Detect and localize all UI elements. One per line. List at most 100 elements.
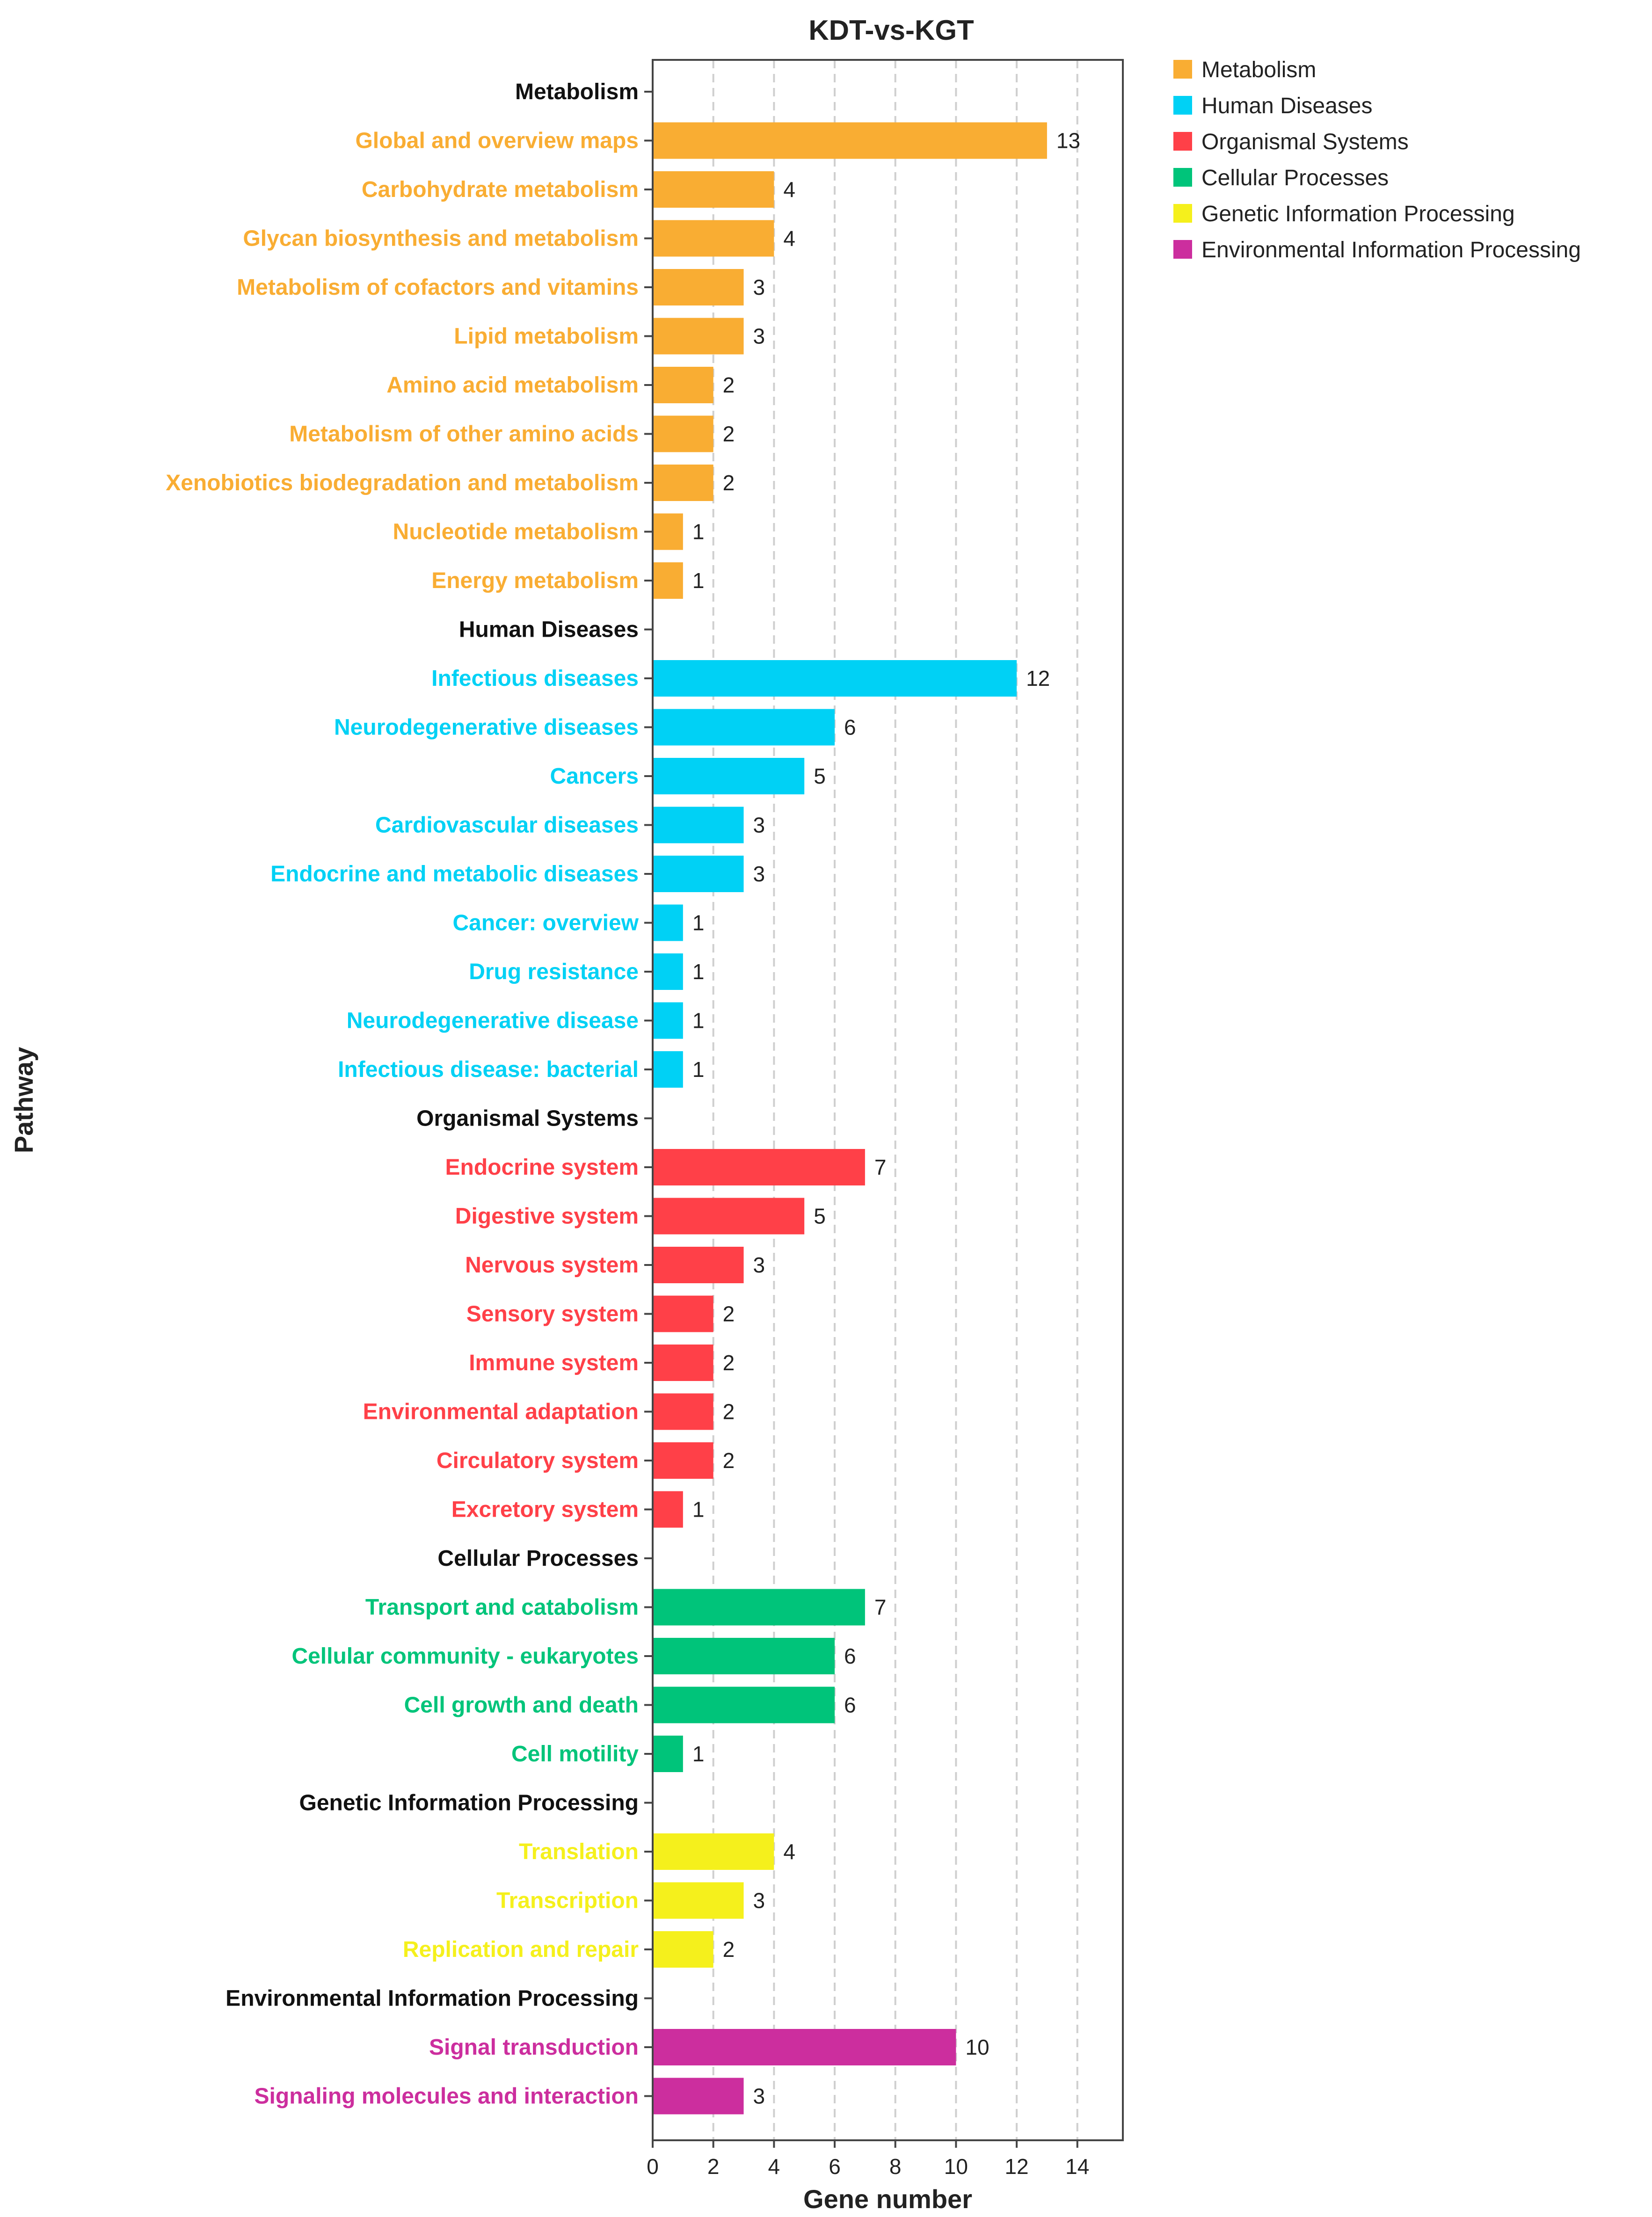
x-tick-label: 2 [707, 2154, 720, 2179]
pathway-label: Cardiovascular diseases [375, 813, 639, 838]
bar [653, 1247, 744, 1283]
pathway-label: Immune system [469, 1351, 639, 1375]
bar-value-label: 2 [723, 422, 735, 446]
bar-value-label: 1 [692, 520, 705, 544]
pathway-label: Global and overview maps [355, 129, 639, 153]
bar-value-label: 1 [692, 959, 705, 984]
pathway-label: Circulatory system [437, 1448, 639, 1473]
bar-value-label: 13 [1056, 129, 1080, 153]
bar [653, 513, 683, 550]
bar [653, 1149, 865, 1185]
pathway-label: Signal transduction [429, 2035, 639, 2060]
bar [653, 660, 1017, 697]
bar-value-label: 2 [723, 1400, 735, 1424]
x-tick-label: 4 [768, 2154, 780, 2179]
bar [653, 1345, 713, 1381]
bar-value-label: 3 [753, 862, 765, 886]
x-tick-label: 6 [829, 2154, 841, 2179]
bar-value-label: 1 [692, 568, 705, 593]
pathway-label: Lipid metabolism [454, 324, 639, 349]
bar [653, 220, 774, 257]
bar [653, 1931, 713, 1968]
bar [653, 562, 683, 599]
chart-title: KDT-vs-KGT [808, 15, 974, 46]
bar-value-label: 2 [723, 471, 735, 495]
pathway-label: Drug resistance [469, 959, 639, 984]
pathway-label: Digestive system [455, 1204, 639, 1229]
pathway-label: Endocrine system [445, 1155, 639, 1180]
pathway-label: Translation [519, 1839, 639, 1864]
pathway-label: Excretory system [451, 1497, 639, 1522]
bar [653, 318, 744, 355]
group-heading: Metabolism [515, 80, 639, 104]
x-tick-label: 10 [944, 2154, 968, 2179]
bar [653, 465, 713, 501]
bar-value-label: 3 [753, 324, 765, 349]
pathway-label: Infectious disease: bacterial [338, 1057, 639, 1082]
bar [653, 807, 744, 843]
y-axis-labels: Metabolism Global and overview maps Carboh… [166, 80, 653, 2109]
legend-swatch [1173, 240, 1192, 259]
bar [653, 1686, 835, 1723]
bar-value-label: 1 [692, 1057, 705, 1082]
bar-value-label: 2 [723, 1448, 735, 1473]
bar-value-label: 3 [753, 2084, 765, 2108]
x-axis: 0 2 4 6 8 10 12 14 [647, 2140, 1089, 2179]
pathway-label: Cellular community - eukaryotes [291, 1644, 639, 1669]
plot-frame [652, 59, 1124, 2141]
group-heading: Human Diseases [459, 618, 639, 642]
grid-lines [712, 60, 1078, 2140]
pathway-label: Carbohydrate metabolism [362, 177, 639, 202]
bar [653, 1442, 713, 1479]
bar [653, 1736, 683, 1772]
bar [653, 171, 774, 208]
x-tick-label: 14 [1065, 2154, 1089, 2179]
bar [653, 2029, 956, 2065]
pathway-label: Metabolism of cofactors and vitamins [237, 275, 639, 300]
pathway-label: Nucleotide metabolism [393, 520, 639, 545]
x-tick-label: 8 [889, 2154, 902, 2179]
pathway-label: Environmental adaptation [363, 1400, 639, 1425]
pathway-label: Cancers [550, 764, 639, 789]
group-heading: Genetic Information Processing [299, 1791, 639, 1816]
bar [653, 122, 1047, 159]
pathway-label: Transcription [496, 1889, 639, 1913]
pathway-label: Cell growth and death [404, 1693, 639, 1718]
bar [653, 1051, 683, 1088]
bar [653, 1393, 713, 1430]
bar-value-label: 2 [723, 1302, 735, 1326]
group-heading: Organismal Systems [416, 1106, 639, 1131]
pathway-label: Endocrine and metabolic diseases [270, 862, 639, 887]
bar-value-label: 7 [874, 1155, 887, 1179]
bar-value-label: 5 [814, 1204, 826, 1228]
bar-value-label: 6 [844, 715, 856, 740]
pathway-label: Cell motility [511, 1742, 639, 1766]
bar [653, 2078, 744, 2115]
bar [653, 856, 744, 892]
bar-value-label: 4 [783, 226, 795, 251]
pathway-label: Nervous system [465, 1253, 639, 1278]
legend-swatch [1173, 96, 1192, 115]
bar-value-label: 1 [692, 1009, 705, 1033]
pathway-label: Amino acid metabolism [386, 373, 639, 398]
bar [653, 415, 713, 452]
bar-value-label: 3 [753, 813, 765, 837]
bar [653, 1589, 865, 1626]
pathway-label: Metabolism of other amino acids [289, 422, 639, 447]
legend-entry: Human Diseases [1201, 94, 1372, 118]
bar-value-label: 2 [723, 373, 735, 397]
x-tick-label: 12 [1004, 2154, 1028, 2179]
pathway-label: Cancer: overview [452, 911, 639, 936]
pathway-label: Neurodegenerative diseases [334, 715, 639, 740]
bar-value-label: 2 [723, 1937, 735, 1962]
legend-entry: Genetic Information Processing [1201, 202, 1515, 226]
x-tick-label: 0 [647, 2154, 659, 2179]
pathway-label: Neurodegenerative disease [347, 1009, 639, 1033]
bar [653, 1491, 683, 1528]
bar-value-label: 2 [723, 1351, 735, 1375]
bar [653, 269, 744, 305]
legend-swatch [1173, 168, 1192, 187]
legend-swatch [1173, 60, 1192, 79]
